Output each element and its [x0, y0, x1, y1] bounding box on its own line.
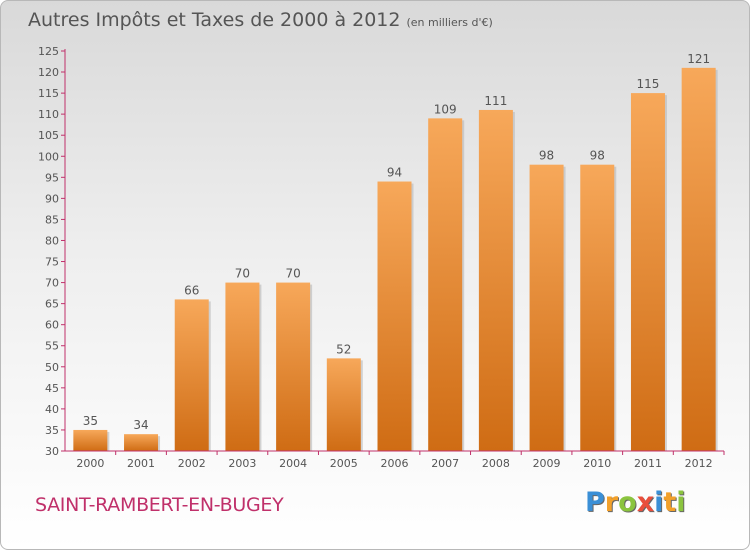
- y-tick-label: 120: [38, 66, 59, 79]
- bar: [630, 93, 665, 452]
- x-axis: 2000 2001 2002 2003 2004 2005 2006 2007 2008 2009…: [65, 450, 725, 470]
- bar: [681, 67, 716, 451]
- y-tick-label: 115: [38, 87, 59, 100]
- x-tick-label: 2001: [127, 457, 155, 470]
- x-tick-label: 2011: [634, 457, 662, 470]
- logo-letter: i: [654, 487, 664, 518]
- bar-value-label: 111: [484, 94, 507, 108]
- y-tick-label: 55: [45, 340, 59, 353]
- bar: [580, 164, 615, 451]
- y-tick-label: 40: [45, 403, 59, 416]
- bar-value-label: 66: [184, 283, 199, 297]
- y-tick-label: 45: [45, 382, 59, 395]
- y-tick-label: 35: [45, 424, 59, 437]
- bar: [377, 181, 412, 452]
- y-tick-label: 70: [45, 277, 59, 290]
- bar-value-label: 98: [539, 149, 554, 163]
- logo-letter: t: [663, 487, 677, 518]
- bar: [428, 118, 463, 452]
- y-tick-label: 30: [45, 445, 59, 458]
- x-tick-label: 2000: [76, 457, 104, 470]
- x-tick-label: 2005: [330, 457, 358, 470]
- bar-value-label: 98: [590, 149, 605, 163]
- chart-unit: (en milliers d'€): [406, 16, 493, 29]
- x-tick-label: 2003: [228, 457, 256, 470]
- bar-value-label: 109: [434, 102, 457, 116]
- bar: [174, 299, 209, 451]
- y-tick-label: 75: [45, 256, 59, 269]
- proxiti-logo: Proxiti: [585, 487, 686, 518]
- logo-letter: P: [585, 487, 605, 518]
- bar: [478, 109, 513, 452]
- bar-value-label: 94: [387, 166, 402, 180]
- x-tick-label: 2007: [431, 457, 459, 470]
- y-tick-label: 50: [45, 361, 59, 374]
- y-tick-label: 80: [45, 234, 59, 247]
- chart-title: Autres Impôts et Taxes de 2000 à 2012 (en…: [28, 9, 493, 31]
- bar: [276, 282, 311, 451]
- y-tick-label: 60: [45, 319, 59, 332]
- bar-value-label: 35: [83, 414, 98, 428]
- y-tick-label: 110: [38, 108, 59, 121]
- y-tick-label: 90: [45, 192, 59, 205]
- x-tick-label: 2006: [381, 457, 409, 470]
- bar: [529, 164, 564, 451]
- bar: [73, 429, 108, 451]
- x-tick-label: 2004: [279, 457, 307, 470]
- bar: [326, 358, 361, 451]
- bar-value-label: 70: [235, 267, 250, 281]
- y-tick-label: 85: [45, 213, 59, 226]
- bar-value-label: 121: [687, 52, 710, 66]
- logo-letter: r: [604, 487, 619, 518]
- x-tick-label: 2008: [482, 457, 510, 470]
- chart-title-text: Autres Impôts et Taxes de 2000 à 2012: [28, 9, 401, 31]
- y-tick-label: 100: [38, 150, 59, 163]
- y-tick-label: 125: [38, 45, 59, 58]
- bar-value-label: 34: [133, 418, 148, 432]
- bars: 35 34 66 70 70 52 94 109 111 98 98 115 121: [73, 52, 718, 452]
- logo-letter: i: [676, 487, 686, 518]
- logo-letter: x: [636, 487, 655, 518]
- y-tick-label: 65: [45, 298, 59, 311]
- y-axis: 30 35 40 45 50 55 60 65 70 75 80 85 90 95 100 105 110 115…: [38, 45, 66, 458]
- y-tick-label: 105: [38, 129, 59, 142]
- x-tick-label: 2010: [583, 457, 611, 470]
- x-tick-label: 2012: [685, 457, 713, 470]
- bar: [124, 434, 159, 451]
- logo-letter: o: [618, 487, 637, 518]
- x-tick-label: 2009: [533, 457, 561, 470]
- commune-name: SAINT-RAMBERT-EN-BUGEY: [35, 494, 284, 516]
- bar-value-label: 70: [285, 267, 300, 281]
- x-tick-label: 2002: [178, 457, 206, 470]
- bar: [225, 282, 260, 451]
- bar-value-label: 52: [336, 342, 351, 356]
- bar-value-label: 115: [637, 77, 660, 91]
- y-tick-label: 95: [45, 171, 59, 184]
